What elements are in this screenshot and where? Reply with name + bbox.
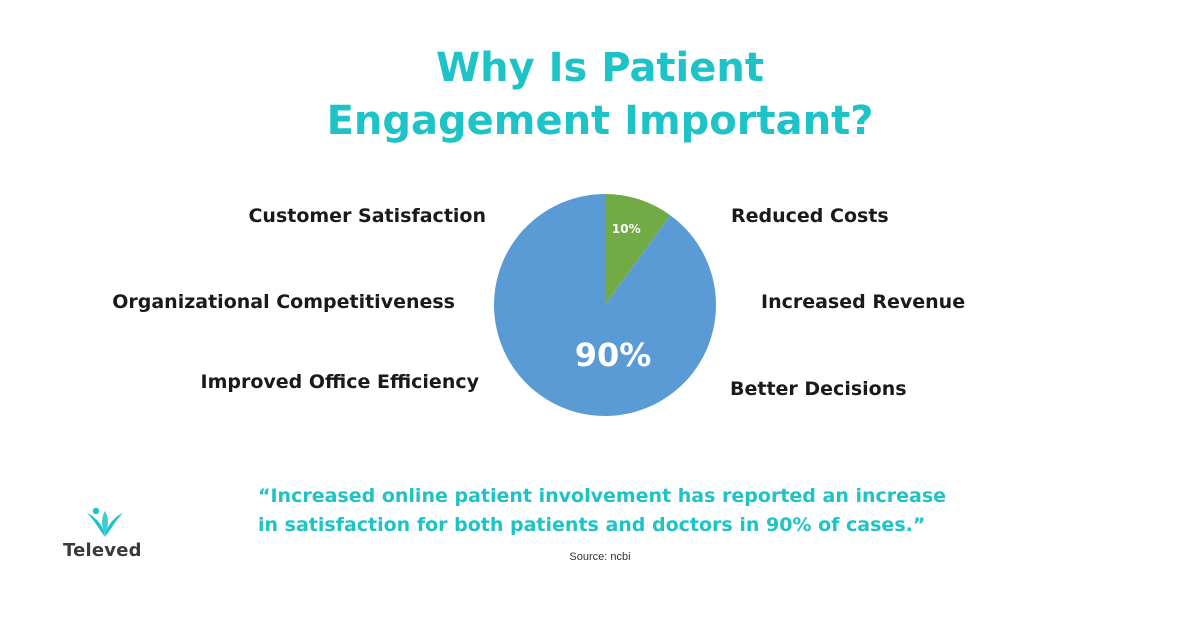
televed-logo: Televed [58, 504, 154, 564]
benefit-customer-satisfaction: Customer Satisfaction [248, 205, 486, 227]
pie-chart: 10% 90% [494, 194, 716, 416]
quote: “Increased online patient involvement ha… [258, 482, 1018, 540]
pie-label-90: 90% [575, 336, 652, 374]
quote-line-1: “Increased online patient involvement ha… [258, 485, 947, 507]
title-line-1: Why Is Patient [435, 45, 764, 91]
benefit-organizational-competitiveness: Organizational Competitiveness [112, 291, 455, 313]
page-title: Why Is Patient Engagement Important? [0, 42, 1200, 148]
pie-slice-10 [605, 194, 671, 305]
leaf-sprout-icon [87, 507, 123, 537]
pie-slice-90 [494, 194, 716, 416]
source-note: Source: ncbi [569, 551, 631, 563]
title-line-2: Engagement Important? [326, 98, 874, 144]
pie-label-10: 10% [612, 222, 641, 236]
logo-text: Televed [63, 540, 142, 561]
benefit-reduced-costs: Reduced Costs [731, 205, 889, 227]
quote-line-2: in satisfaction for both patients and do… [258, 514, 926, 536]
benefit-improved-office-efficiency: Improved Office Efficiency [200, 371, 480, 393]
benefit-better-decisions: Better Decisions [730, 378, 907, 400]
benefit-increased-revenue: Increased Revenue [761, 291, 966, 313]
